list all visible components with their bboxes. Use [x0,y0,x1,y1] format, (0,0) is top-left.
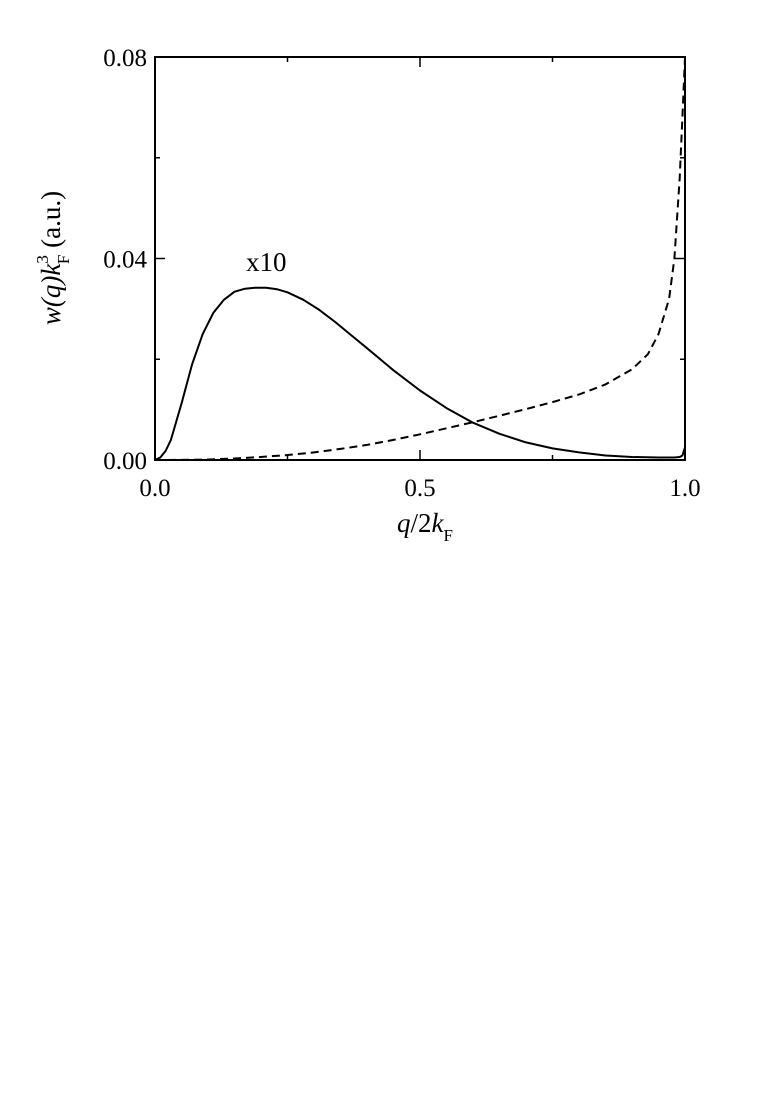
y-axis-label: w(q)k3 F (a.u.) [33,191,73,325]
plot-frame [154,56,686,461]
x-tick-label: 0.0 [139,475,170,502]
series-dashed-line [154,56,686,461]
y-tick-label: 0.04 [103,247,147,274]
annotation-label: x10 [246,247,287,277]
y-tick-label: 0.00 [103,448,147,475]
plot-area [154,56,686,461]
x-tick-label: 1.0 [669,475,700,502]
axis-ticks [154,56,686,461]
series-solid-line [154,286,686,461]
x-axis-label: q/2kF [397,508,453,545]
y-tick-label: 0.08 [103,45,147,72]
tick-labels: 0.0 0.5 1.0 0.00 0.04 0.08 [103,45,700,502]
x-tick-label: 0.5 [404,475,435,502]
annotations: x10 [246,247,287,277]
